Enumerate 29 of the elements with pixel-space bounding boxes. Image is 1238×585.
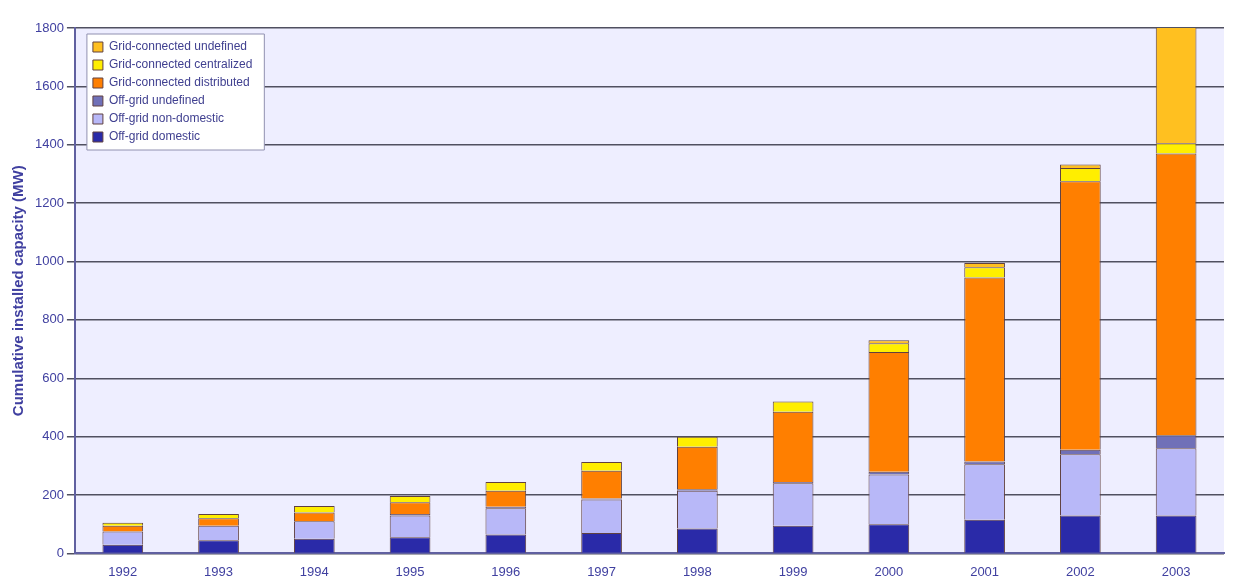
x-tick-label: 2002 xyxy=(1065,563,1095,579)
x-tick-label: 1999 xyxy=(778,563,808,579)
x-tick-label: 1995 xyxy=(395,563,425,579)
y-tick-label: 0 xyxy=(56,544,64,560)
legend-label: Off-grid non-domestic xyxy=(108,111,225,126)
x-tick-label: 1994 xyxy=(299,563,329,579)
x-tick-label: 1992 xyxy=(108,563,138,579)
x-tick-label: 1996 xyxy=(491,563,521,579)
y-tick-label: 200 xyxy=(42,486,64,502)
y-tick-label: 1200 xyxy=(35,194,64,210)
x-tick-label: 2003 xyxy=(1161,563,1191,579)
x-tick-label: 1993 xyxy=(204,563,234,579)
y-tick-label: 400 xyxy=(42,428,64,444)
y-tick-label: 1800 xyxy=(35,19,64,35)
y-tick-label: 1600 xyxy=(35,77,64,93)
legend-label: Off-grid domestic xyxy=(108,129,201,144)
x-tick-label: 1998 xyxy=(682,563,712,579)
x-tick-label: 2000 xyxy=(874,563,904,579)
y-tick-label: 600 xyxy=(42,369,64,385)
legend-label: Grid-connected distributed xyxy=(108,75,250,90)
legend-label: Grid-connected undefined xyxy=(108,39,248,54)
y-tick-label: 1000 xyxy=(35,253,64,269)
x-tick-label: 2001 xyxy=(970,563,1000,579)
x-tick-label: 1997 xyxy=(587,563,617,579)
legend-label: Off-grid undefined xyxy=(108,93,205,108)
y-tick-label: 1400 xyxy=(35,136,64,152)
legend-label: Grid-connected centralized xyxy=(108,57,253,72)
y-axis-title: Cumulative installed capacity (MW) xyxy=(9,165,27,417)
y-tick-label: 800 xyxy=(42,311,64,327)
